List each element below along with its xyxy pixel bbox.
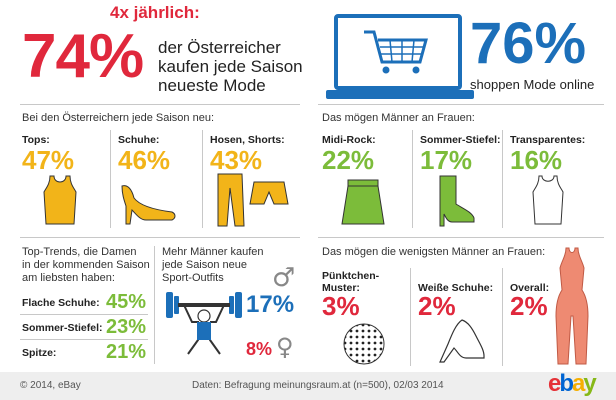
trends-title-3: am liebsten haben:: [22, 272, 115, 284]
overall-value: 2%: [510, 291, 548, 321]
midi-skirt-label: Midi-Rock:: [322, 134, 376, 146]
online-percentage: 76%: [470, 11, 587, 76]
divider-dislike-2: [502, 268, 503, 366]
midi-skirt-value: 22%: [322, 145, 375, 175]
divider-season-1: [110, 130, 111, 228]
high-heel-icon: [121, 185, 176, 225]
sport-text-1: Mehr Männer kaufen: [162, 246, 264, 258]
main-text-line-2: kaufen jede Saison: [158, 57, 303, 76]
ebay-logo-letter-b: b: [559, 370, 574, 397]
divider-mid-right: [318, 237, 604, 238]
lace-label: Spitze:: [22, 347, 57, 359]
frequency-label: 4x jährlich:: [110, 3, 200, 22]
divider-mid-left: [20, 237, 300, 238]
divider-like-2: [502, 130, 503, 228]
overall-label: Overall:: [510, 282, 550, 294]
trends-title-2: in der kommenden Saison: [22, 259, 150, 271]
divider-top-right: [318, 104, 604, 105]
shoes-value: 46%: [118, 145, 171, 175]
skirt-icon: [341, 179, 385, 225]
online-text: shoppen Mode online: [470, 77, 595, 92]
men-like-title: Das mögen Männer an Frauen:: [322, 112, 475, 124]
main-percentage: 74%: [22, 22, 144, 91]
copyright-text: © 2014, eBay: [20, 380, 81, 391]
ebay-logo-letter-y: y: [583, 370, 596, 397]
source-text: Daten: Befragung meinungsraum.at (n=500)…: [192, 380, 444, 391]
season-new-title: Bei den Österreichern jede Saison neu:: [22, 112, 215, 124]
main-text-line-3: neueste Mode: [158, 76, 266, 95]
divider-top-left: [20, 104, 300, 105]
divider-season-2: [202, 130, 203, 228]
transparent-label: Transparentes:: [510, 134, 586, 146]
sport-text-2: jede Saison neue: [162, 259, 248, 271]
main-text-line-1: der Österreicher: [158, 38, 281, 57]
trend-summer-boots-label: Sommer-Stiefel:: [22, 322, 103, 334]
trousers-shorts-icon: [217, 173, 289, 227]
tops-value: 47%: [22, 145, 75, 175]
divider-trends-sport: [154, 246, 155, 364]
summer-boots-value: 17%: [420, 145, 473, 175]
flat-shoes-label: Flache Schuhe:: [22, 297, 100, 309]
trends-title-1: Top-Trends, die Damen: [22, 246, 137, 258]
polka-dot-icon: [343, 323, 385, 365]
tops-label: Tops:: [22, 134, 50, 146]
laptop-cart-icon: [326, 14, 474, 99]
shoes-label: Schuhe:: [118, 134, 160, 146]
ebay-logo-letter-a: a: [572, 370, 585, 397]
summer-boots-label: Sommer-Stiefel:: [420, 134, 501, 146]
white-shoe-icon: [439, 319, 485, 363]
trousers-label: Hosen, Shorts:: [210, 134, 285, 146]
divider-trend-1: [20, 314, 148, 315]
sport-text-3: Sport-Outfits: [162, 272, 224, 284]
polka-dots-value: 3%: [322, 291, 360, 321]
divider-trend-2: [20, 339, 148, 340]
boot-icon: [439, 175, 475, 227]
tank-top-icon: [43, 175, 77, 225]
white-shoes-label: Weiße Schuhe:: [418, 282, 494, 294]
female-symbol-icon: ♀: [276, 333, 294, 361]
footer: [0, 372, 616, 400]
male-symbol-icon: ♂: [272, 263, 296, 293]
trend-summer-boots-value: 23%: [106, 316, 147, 338]
lace-value: 21%: [106, 341, 147, 363]
ebay-logo-letter-e: e: [548, 370, 561, 397]
transparent-top-icon: [532, 175, 564, 225]
polka-dots-label-2: Muster:: [322, 282, 360, 294]
male-percentage: 17%: [246, 291, 295, 318]
men-dislike-title: Das mögen die wenigsten Männer an Frauen…: [322, 246, 546, 258]
divider-like-1: [412, 130, 413, 228]
flat-shoes-value: 45%: [106, 291, 147, 313]
weightlifter-icon: [166, 292, 242, 355]
overall-icon: [555, 247, 589, 365]
transparent-value: 16%: [510, 145, 563, 175]
female-percentage: 8%: [246, 339, 273, 359]
white-shoes-value: 2%: [418, 291, 456, 321]
ebay-logo: ebay: [548, 370, 597, 398]
polka-dots-label-1: Pünktchen-: [322, 270, 380, 282]
divider-dislike-1: [410, 268, 411, 366]
trousers-value: 43%: [210, 145, 263, 175]
